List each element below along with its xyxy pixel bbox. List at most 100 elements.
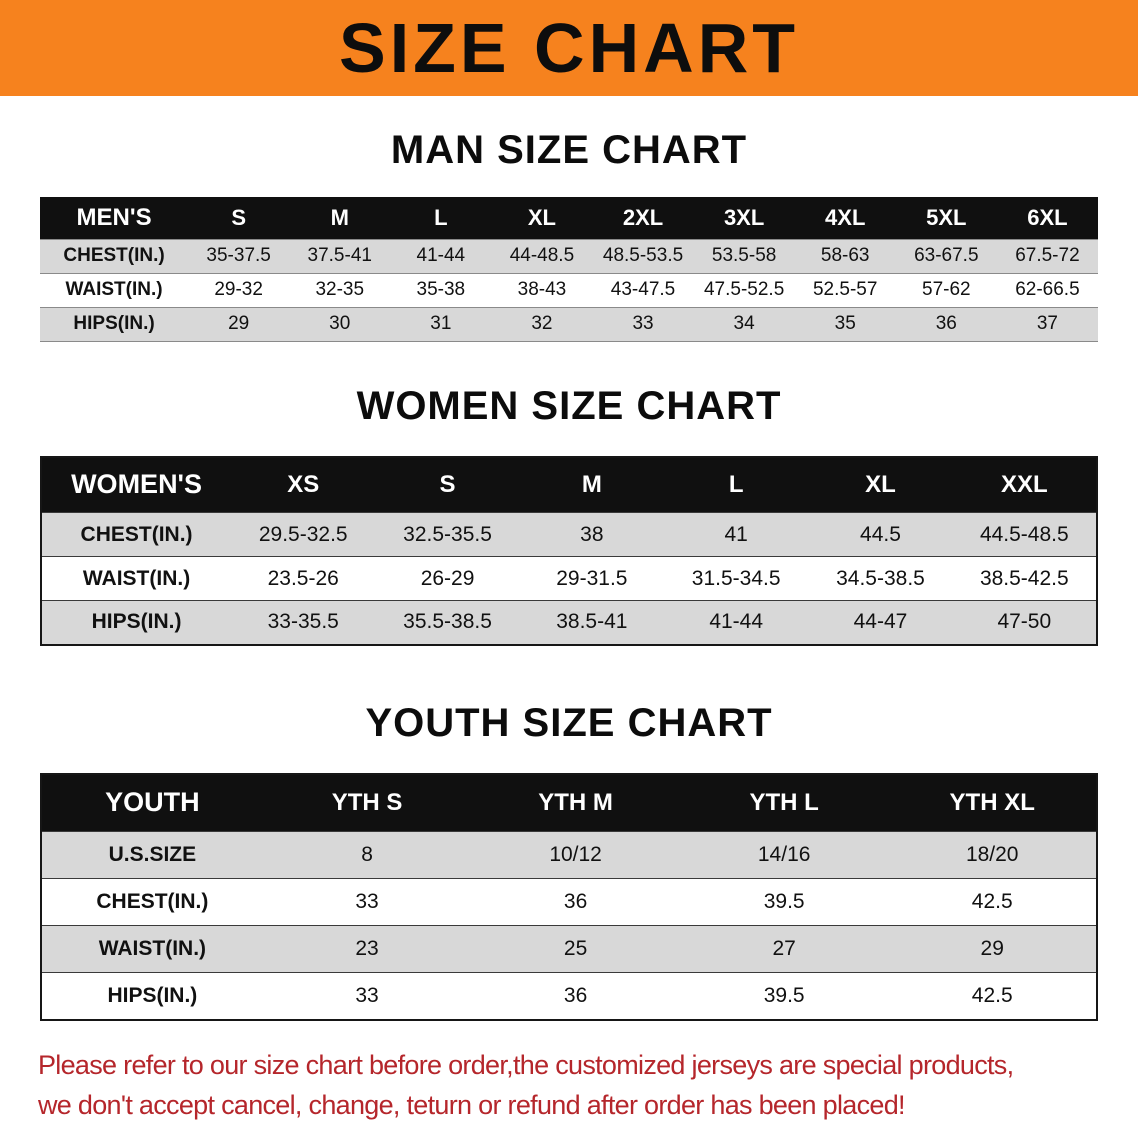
- column-header-s: S: [375, 456, 520, 513]
- column-header-3xl: 3XL: [693, 197, 795, 239]
- column-header-yth-xl: YTH XL: [888, 773, 1097, 832]
- column-header-yth-m: YTH M: [471, 773, 680, 832]
- column-header-yth-s: YTH S: [262, 773, 472, 832]
- column-header-xl: XL: [808, 456, 953, 513]
- size-cell: 33: [355, 890, 379, 913]
- size-cell: 62-66.5: [1015, 279, 1080, 300]
- size-cell: 58-63: [820, 245, 870, 266]
- size-cell: 39.5: [763, 890, 805, 913]
- size-cell: 48.5-53.5: [602, 245, 684, 266]
- man-size-chart-section: MAN SIZE CHART MEN'S S M L XL 2XL 3XL 4X…: [0, 128, 1138, 342]
- row-label-hips: HIPS(IN.): [73, 313, 155, 334]
- size-cell: 38.5-41: [556, 610, 628, 634]
- size-cell: 29-32: [214, 279, 263, 300]
- women-row-hips: HIPS(IN.) 33-35.5 35.5-38.5 38.5-41 41-4…: [41, 600, 1097, 645]
- column-header-l: L: [390, 197, 492, 239]
- men-header-row: MEN'S S M L XL 2XL 3XL 4XL 5XL 6XL: [40, 197, 1098, 239]
- size-cell: 44.5: [860, 522, 901, 546]
- size-cell: 38: [580, 522, 604, 546]
- column-header-5xl: 5XL: [895, 197, 997, 239]
- row-label-waist: WAIST(IN.): [82, 566, 191, 590]
- youth-row-chest: CHEST(IN.) 33 36 39.5 42.5: [41, 878, 1097, 926]
- size-cell: 32: [531, 313, 553, 334]
- size-chart-banner: SIZE CHART: [0, 0, 1138, 96]
- size-cell: 14/16: [757, 843, 811, 866]
- women-row-waist: WAIST(IN.) 23.5-26 26-29 29-31.5 31.5-34…: [41, 556, 1097, 601]
- size-cell: 42.5: [971, 890, 1013, 913]
- size-cell: 23: [355, 937, 379, 960]
- size-cell: 32.5-35.5: [403, 522, 492, 546]
- column-header-2xl: 2XL: [592, 197, 694, 239]
- size-cell: 41-44: [416, 245, 466, 266]
- column-header-yth-l: YTH L: [679, 773, 889, 832]
- man-size-table: MEN'S S M L XL 2XL 3XL 4XL 5XL 6XL CHEST…: [40, 197, 1098, 342]
- row-label-chest: CHEST(IN.): [96, 890, 209, 913]
- row-label-waist: WAIST(IN.): [98, 937, 207, 960]
- women-header-row: WOMEN'S XS S M L XL XXL: [41, 456, 1097, 513]
- size-cell: 29: [228, 313, 250, 334]
- size-cell: 27: [772, 937, 796, 960]
- youth-header-row: YOUTH YTH S YTH M YTH L YTH XL: [41, 773, 1097, 832]
- size-cell: 35: [834, 313, 856, 334]
- size-cell: 67.5-72: [1015, 245, 1080, 266]
- size-cell: 29.5-32.5: [258, 522, 348, 546]
- column-header-xs: XS: [231, 456, 376, 513]
- size-cell: 41: [724, 522, 748, 546]
- size-cell: 57-62: [922, 279, 971, 300]
- size-cell: 38.5-42.5: [979, 566, 1069, 590]
- size-cell: 25: [563, 937, 588, 960]
- row-label-waist: WAIST(IN.): [65, 279, 163, 300]
- size-cell: 44-48.5: [509, 245, 575, 266]
- women-size-chart-section: WOMEN SIZE CHART WOMEN'S XS S M L XL XXL…: [0, 384, 1138, 646]
- column-header-4xl: 4XL: [794, 197, 896, 239]
- row-label-chest: CHEST(IN.): [80, 522, 193, 546]
- row-label-us-size: U.S.SIZE: [108, 843, 197, 866]
- men-row-waist: WAIST(IN.) 29-32 32-35 35-38 38-43 43-47…: [40, 273, 1098, 307]
- size-cell: 42.5: [971, 983, 1013, 1007]
- youth-row-waist: WAIST(IN.) 23 25 27 29: [41, 925, 1097, 973]
- size-cell: 29: [980, 937, 1004, 960]
- size-cell: 31: [430, 313, 452, 334]
- size-cell: 32-35: [315, 279, 365, 300]
- size-cell: 30: [329, 313, 351, 334]
- column-header-s: S: [188, 197, 290, 239]
- men-row-hips: HIPS(IN.) 29 30 31 32 33 34 35 36 37: [40, 307, 1098, 341]
- size-cell: 31.5-34.5: [691, 566, 781, 590]
- size-cell: 36: [563, 983, 588, 1007]
- youth-size-chart-section: YOUTH SIZE CHART YOUTH YTH S YTH M YTH L…: [0, 701, 1138, 1021]
- youth-size-table: YOUTH YTH S YTH M YTH L YTH XL U.S.SIZE …: [40, 772, 1098, 1021]
- row-label-hips: HIPS(IN.): [107, 983, 198, 1007]
- size-cell: 34.5-38.5: [836, 566, 925, 590]
- youth-row-us-size: U.S.SIZE 8 10/12 14/16 18/20: [41, 831, 1097, 879]
- women-size-chart-heading: WOMEN SIZE CHART: [356, 383, 782, 428]
- size-cell: 8: [361, 843, 373, 866]
- column-header-xl: XL: [491, 197, 593, 239]
- size-cell: 23.5-26: [267, 566, 339, 590]
- notice-line-1: Please refer to our size chart before or…: [38, 1049, 1014, 1080]
- page-title: SIZE CHART: [339, 9, 799, 87]
- column-header-m: M: [289, 197, 391, 239]
- size-cell: 37: [1036, 313, 1058, 334]
- size-cell: 43-47.5: [610, 279, 676, 300]
- size-cell: 18/20: [965, 843, 1019, 866]
- youth-corner-label: YOUTH: [41, 773, 263, 832]
- column-header-m: M: [519, 456, 665, 513]
- size-cell: 33: [632, 313, 654, 334]
- size-cell: 44.5-48.5: [979, 522, 1069, 546]
- row-label-hips: HIPS(IN.): [91, 610, 182, 634]
- size-cell: 36: [563, 890, 588, 913]
- women-corner-label: WOMEN'S: [41, 456, 232, 513]
- size-cell: 35-37.5: [206, 245, 271, 266]
- size-cell: 35-38: [416, 279, 466, 300]
- size-cell: 36: [935, 313, 957, 334]
- size-cell: 52.5-57: [812, 279, 878, 300]
- size-cell: 35.5-38.5: [403, 610, 492, 634]
- order-notice: Please refer to our size chart before or…: [38, 1045, 1138, 1125]
- size-cell: 29-31.5: [556, 566, 628, 590]
- size-cell: 38-43: [517, 279, 567, 300]
- man-size-chart-heading: MAN SIZE CHART: [390, 128, 748, 172]
- size-cell: 63-67.5: [914, 245, 979, 266]
- size-cell: 44-47: [853, 610, 908, 634]
- size-cell: 37.5-41: [307, 245, 372, 266]
- women-row-chest: CHEST(IN.) 29.5-32.5 32.5-35.5 38 41 44.…: [41, 512, 1097, 557]
